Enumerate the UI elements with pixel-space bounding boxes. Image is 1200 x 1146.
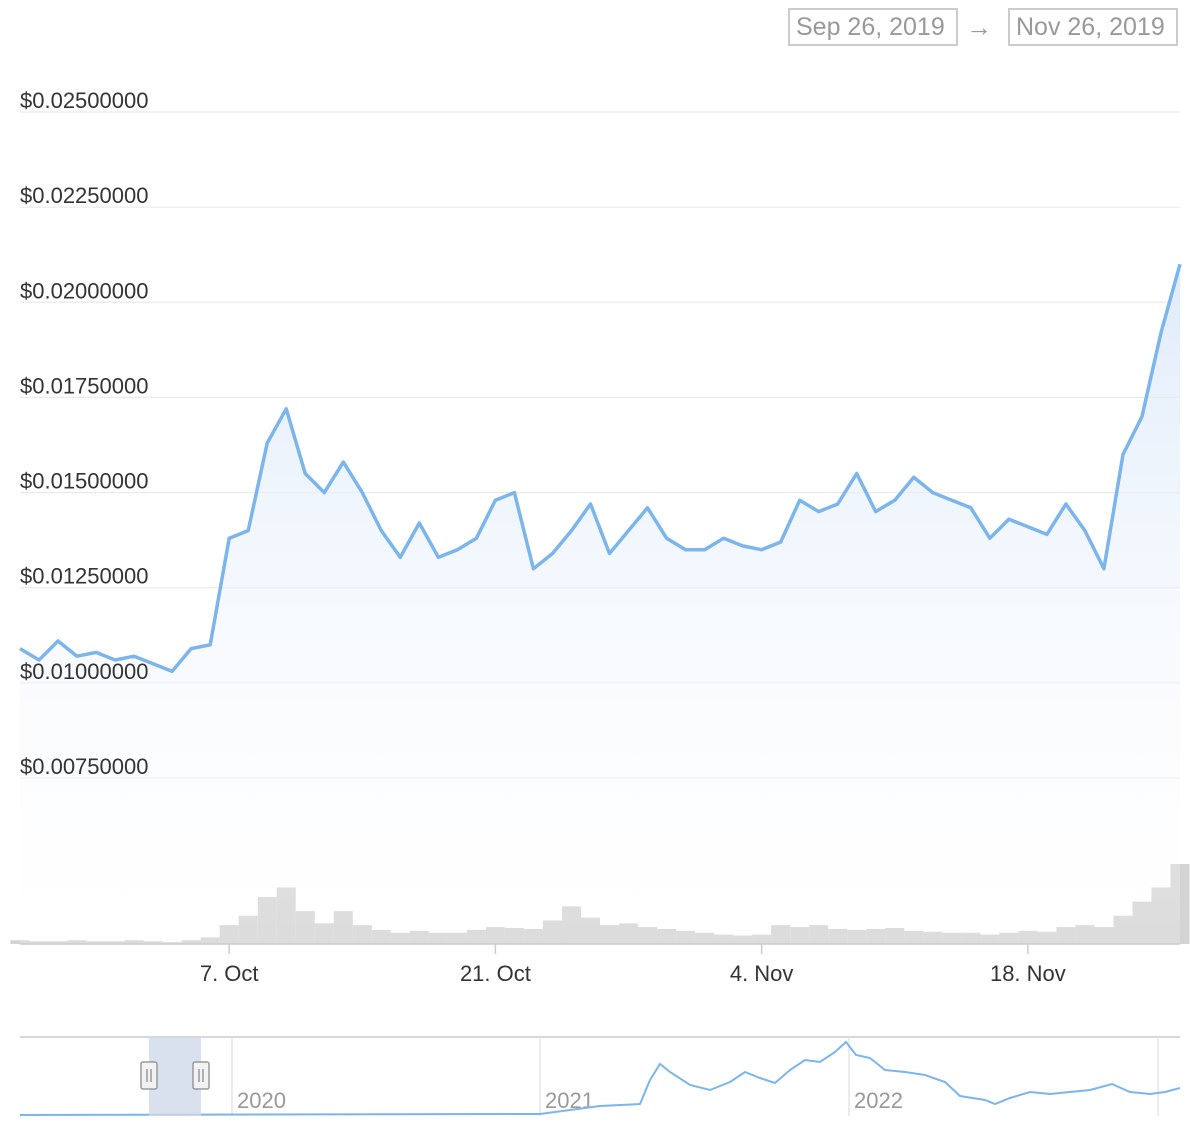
y-tick-label: $0.01000000	[20, 659, 148, 684]
navigator-right-handle[interactable]	[192, 1061, 210, 1090]
price-line	[19, 263, 1182, 674]
date-range-arrow: →	[966, 12, 992, 42]
navigator-tick-label: 2022	[854, 1088, 903, 1113]
navigator-line	[19, 1040, 1181, 1116]
y-tick-label: $0.01500000	[20, 469, 148, 494]
y-tick-label: $0.02000000	[20, 278, 148, 303]
price-area	[20, 264, 1180, 944]
y-tick-label: $0.01250000	[20, 564, 148, 589]
x-tick-label: 21. Oct	[460, 961, 531, 986]
date-from-input[interactable]: Sep 26, 2019	[788, 8, 958, 46]
navigator-tick-label: 2020	[237, 1088, 286, 1113]
navigator-ticks: 2020 2021 2022	[231, 1037, 1159, 1116]
y-tick-label: $0.01750000	[20, 373, 148, 398]
x-tick-label: 4. Nov	[730, 961, 794, 986]
y-tick-label: $0.00750000	[20, 754, 148, 779]
x-tick-label: 18. Nov	[990, 961, 1066, 986]
y-axis-ticks: $0.02500000 $0.02250000 $0.02000000 $0.0175…	[20, 88, 148, 779]
navigator-left-handle[interactable]	[140, 1061, 158, 1090]
y-tick-label: $0.02500000	[20, 88, 148, 113]
x-axis-ticks: 7. Oct 21. Oct 4. Nov 18. Nov	[200, 944, 1066, 986]
navigator[interactable]: 2020 2021 2022	[19, 1036, 1181, 1116]
date-to-input[interactable]: Nov 26, 2019	[1008, 8, 1178, 46]
y-tick-label: $0.02250000	[20, 183, 148, 208]
x-tick-label: 7. Oct	[200, 961, 259, 986]
